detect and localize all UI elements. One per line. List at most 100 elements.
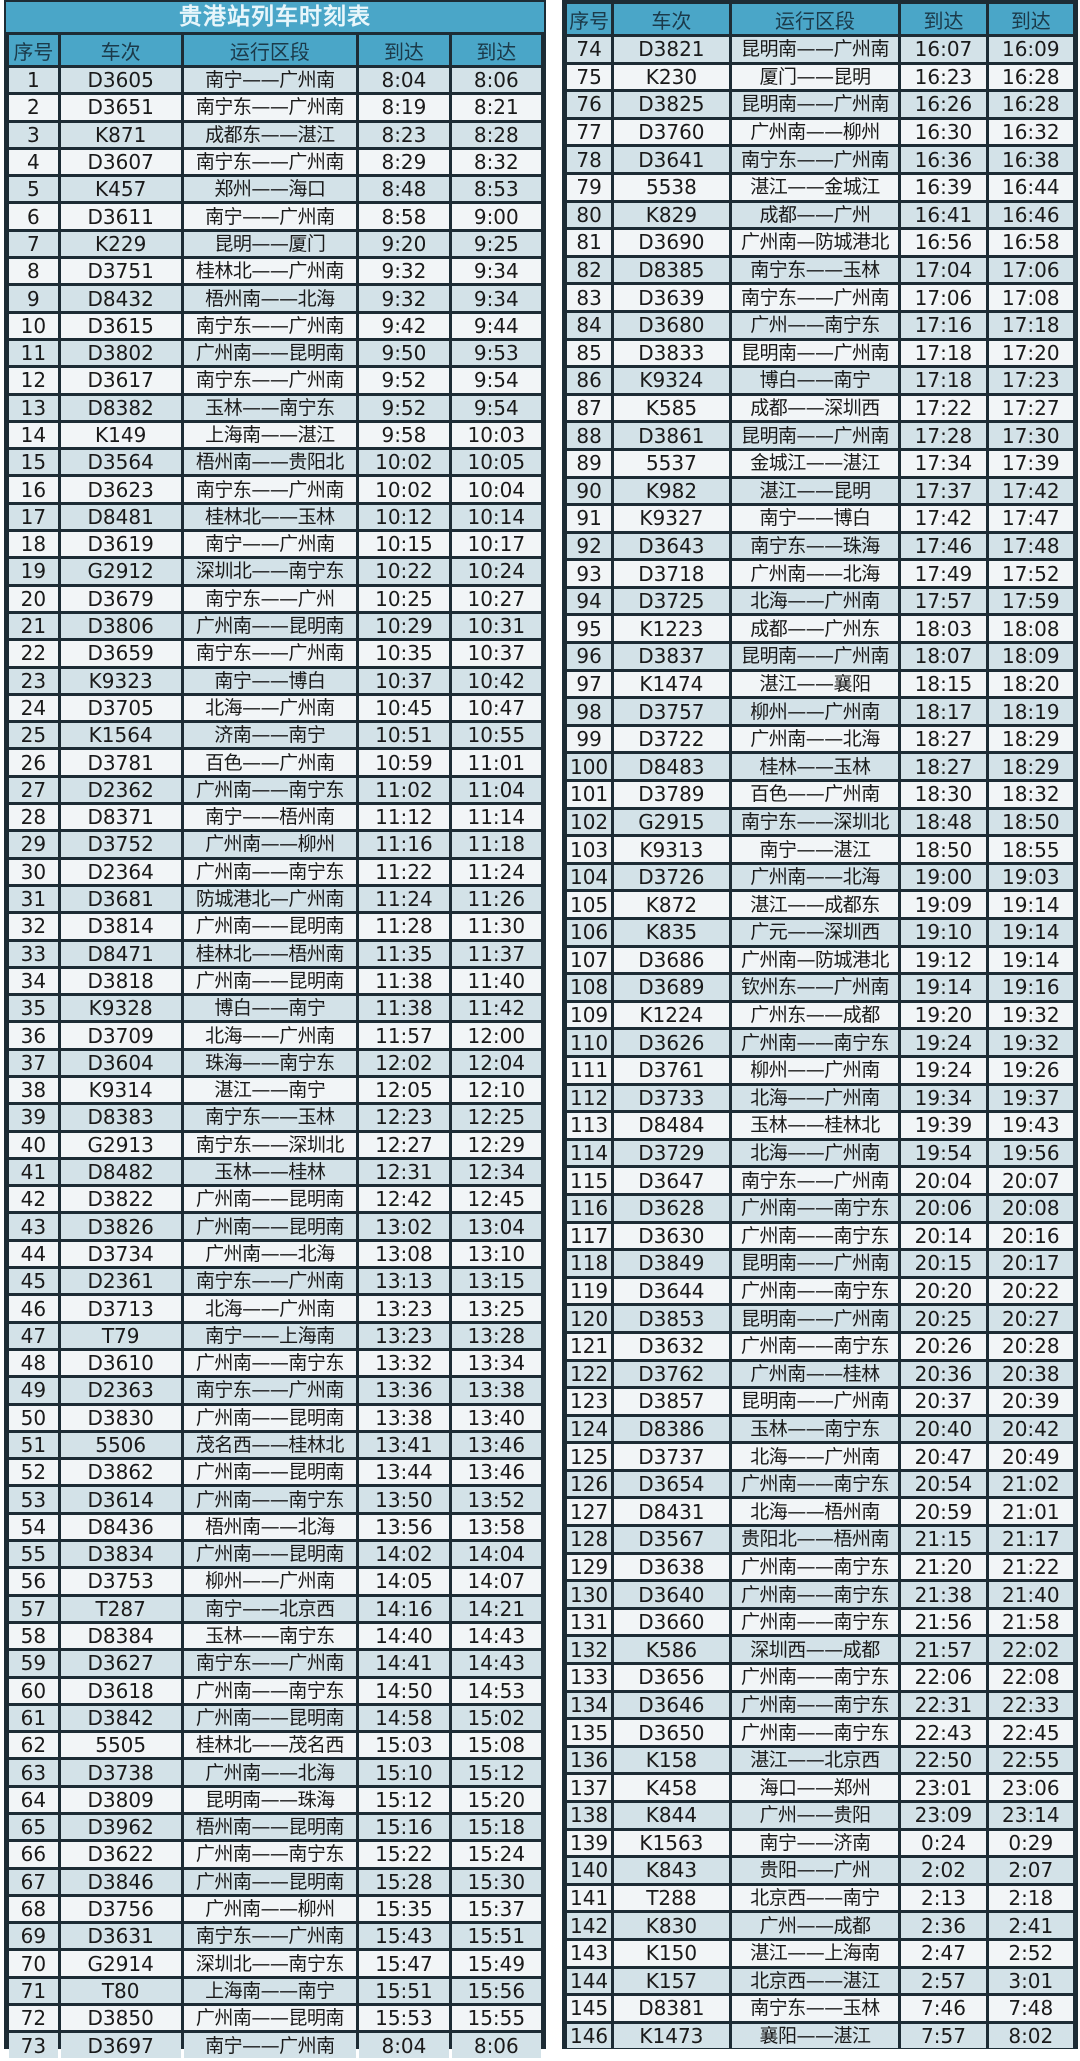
train-number: G2912 [60, 559, 181, 584]
arrival-time: 16:23 [901, 64, 986, 90]
arrival-time: 23:09 [901, 1803, 986, 1828]
departure-time: 20:16 [988, 1223, 1073, 1249]
row-index: 43 [9, 1214, 58, 1239]
departure-time: 10:05 [451, 450, 541, 475]
table-row: 29 D3752 广州南——柳州 11:16 11:18 [9, 832, 541, 857]
arrival-time: 2:02 [901, 1858, 986, 1883]
row-index: 52 [9, 1460, 58, 1485]
departure-time: 20:08 [988, 1195, 1073, 1221]
row-index: 105 [567, 892, 612, 917]
train-number: D3632 [614, 1333, 729, 1359]
arrival-time: 8:48 [359, 177, 449, 202]
arrival-time: 20:14 [901, 1223, 986, 1249]
route: 北海——广州南 [731, 1085, 899, 1111]
departure-time: 10:14 [451, 504, 541, 530]
table-row: 118 D3849 昆明南——广州南 20:15 20:17 [567, 1251, 1073, 1276]
train-number: D3651 [60, 95, 181, 120]
route: 广州南——昆明南 [183, 1214, 357, 1239]
train-number: K843 [614, 1858, 729, 1883]
table-row: 109 K1224 广州东——成都 19:20 19:32 [567, 1002, 1073, 1028]
departure-time: 10:03 [451, 422, 541, 448]
route: 广州南——南宁东 [731, 1665, 899, 1690]
table-row: 40 G2913 南宁东——深圳北 12:27 12:29 [9, 1132, 541, 1157]
row-index: 32 [9, 914, 58, 939]
route: 北海——广州南 [183, 1296, 357, 1321]
row-index: 12 [9, 368, 58, 393]
table-row: 115 D3647 南宁东——广州南 20:04 20:07 [567, 1168, 1073, 1193]
train-number: D3680 [614, 312, 729, 338]
route: 北京西——湛江 [731, 1968, 899, 1994]
arrival-time: 19:34 [901, 1085, 986, 1111]
departure-time: 15:30 [451, 1869, 541, 1894]
route: 梧州南——北海 [183, 1514, 357, 1540]
table-row: 121 D3632 广州南——南宁东 20:26 20:28 [567, 1333, 1073, 1359]
row-index: 109 [567, 1002, 612, 1028]
row-index: 112 [567, 1085, 612, 1111]
row-index: 27 [9, 777, 58, 803]
table-row: 15 D3564 梧州南——贵阳北 10:02 10:05 [9, 450, 541, 475]
row-index: 16 [9, 477, 58, 502]
row-index: 42 [9, 1187, 58, 1212]
row-index: 88 [567, 423, 612, 448]
row-index: 79 [567, 174, 612, 200]
table-row: 139 K1563 南宁——济南 0:24 0:29 [567, 1830, 1073, 1856]
arrival-time: 22:43 [901, 1720, 986, 1745]
row-index: 86 [567, 368, 612, 393]
table-row: 92 D3643 南宁东——珠海 17:46 17:48 [567, 533, 1073, 559]
row-index: 44 [9, 1241, 58, 1267]
table-row: 107 D3686 广州南—防城港北 19:12 19:14 [567, 947, 1073, 973]
train-number: D3753 [60, 1569, 181, 1594]
row-index: 131 [567, 1609, 612, 1635]
departure-time: 19:14 [988, 920, 1073, 945]
train-number: D3567 [614, 1527, 729, 1552]
arrival-time: 17:16 [901, 312, 986, 338]
departure-time: 22:33 [988, 1692, 1073, 1718]
arrival-time: 13:56 [359, 1514, 449, 1540]
table-row: 34 D3818 广州南——昆明南 11:38 11:40 [9, 968, 541, 994]
route: 郑州——海口 [183, 177, 357, 202]
row-index: 114 [567, 1140, 612, 1166]
header-route: 运行区段 [183, 35, 357, 65]
table-row: 32 D3814 广州南——昆明南 11:28 11:30 [9, 914, 541, 939]
train-number: T288 [614, 1885, 729, 1911]
row-index: 102 [567, 809, 612, 835]
departure-time: 13:38 [451, 1378, 541, 1403]
departure-time: 18:29 [988, 754, 1073, 780]
departure-time: 17:27 [988, 395, 1073, 421]
departure-time: 18:50 [988, 809, 1073, 835]
departure-time: 19:14 [988, 947, 1073, 973]
row-index: 47 [9, 1323, 58, 1348]
route: 百色——广州南 [183, 750, 357, 775]
train-number: D3738 [60, 1760, 181, 1785]
departure-time: 20:07 [988, 1168, 1073, 1193]
route: 广州南——南宁东 [183, 777, 357, 803]
arrival-time: 7:57 [901, 2023, 986, 2049]
arrival-time: 13:41 [359, 1432, 449, 1458]
row-index: 51 [9, 1432, 58, 1458]
table-row: 83 D3639 南宁东——广州南 17:06 17:08 [567, 285, 1073, 310]
train-number: 5506 [60, 1432, 181, 1458]
row-index: 48 [9, 1350, 58, 1376]
train-number: D3857 [614, 1389, 729, 1414]
arrival-time: 19:14 [901, 975, 986, 1000]
departure-time: 15:02 [451, 1705, 541, 1731]
arrival-time: 20:59 [901, 1499, 986, 1525]
train-number: G2914 [60, 1951, 181, 1976]
table-row: 22 D3659 南宁东——广州南 10:35 10:37 [9, 641, 541, 666]
route: 南宁——广州南 [183, 2033, 357, 2058]
train-number: D3564 [60, 450, 181, 475]
table-row: 93 D3718 广州南——北海 17:49 17:52 [567, 561, 1073, 586]
row-index: 2 [9, 95, 58, 120]
page-title: 贵港站列车时刻表 [6, 2, 544, 32]
route: 广州南——南宁东 [183, 1487, 357, 1512]
route: 梧州南——贵阳北 [183, 450, 357, 475]
arrival-time: 18:50 [901, 837, 986, 862]
arrival-time: 8:23 [359, 122, 449, 147]
train-number: D3610 [60, 1350, 181, 1376]
timetable-right-body: 74 D3821 昆明南——广州南 16:07 16:09 75 K230 厦门——昆明 16:… [567, 37, 1073, 2049]
table-row: 69 D3631 南宁东——广州南 15:43 15:51 [9, 1924, 541, 1949]
arrival-time: 12:05 [359, 1077, 449, 1103]
departure-time: 10:47 [451, 695, 541, 721]
arrival-time: 10:22 [359, 559, 449, 584]
arrival-time: 10:37 [359, 668, 449, 693]
